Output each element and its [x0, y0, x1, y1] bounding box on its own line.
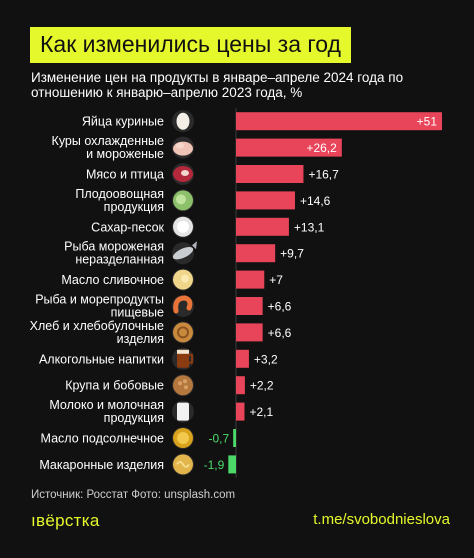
bar: [236, 402, 245, 421]
category-label: Плодоовощная продукция: [75, 187, 164, 214]
value-label: +6,6: [268, 326, 292, 340]
fish-icon: [172, 241, 197, 265]
category-label: Крупа и бобовые: [65, 379, 164, 393]
butter-icon: [172, 268, 194, 291]
category-label: Хлеб и хлебобулочные изделия: [30, 319, 164, 346]
channel-link[interactable]: t.me/svobodnieslova: [313, 511, 450, 528]
value-label: +2,1: [249, 405, 273, 419]
bar: [236, 270, 265, 289]
category-label: Алкогольные напитки: [39, 352, 164, 366]
bar: [236, 217, 289, 236]
category-label: Мясо и птица: [86, 168, 164, 182]
category-label: Масло подсолнечное: [41, 432, 165, 446]
grain-icon: [172, 374, 194, 397]
value-label: +9,7: [280, 247, 304, 261]
category-label: Яйца куриные: [82, 115, 164, 129]
bar: [236, 244, 276, 263]
oil-icon: [172, 427, 194, 449]
bar: [236, 165, 304, 183]
category-label: Сахар-песок: [91, 220, 164, 234]
brand-logo: ıвёрстка: [31, 511, 100, 530]
chicken-icon: [172, 136, 194, 159]
source-note: Источник: Росстат Фото: unsplash.com: [31, 489, 236, 501]
value-label: -1,9: [204, 458, 225, 472]
category-label: Рыба мороженая неразделанная: [64, 240, 164, 267]
value-label: +7: [269, 273, 283, 287]
bar: [236, 297, 263, 315]
page-title: Как изменились цены за год: [30, 27, 351, 63]
category-label: Макаронные изделия: [39, 458, 164, 472]
category-label: Куры охлажденные и мороженые: [52, 134, 165, 161]
value-label: +3,2: [254, 352, 278, 366]
value-label: +2,2: [250, 379, 274, 393]
category-label: Масло сливочное: [61, 273, 164, 287]
bar: [236, 191, 295, 210]
bar: [236, 138, 342, 157]
bar: [236, 376, 245, 395]
value-label: -0,7: [208, 432, 229, 446]
bread-icon: [172, 321, 194, 344]
bar: [228, 455, 236, 474]
chart-subtitle: Изменение цен на продукты в январе–апрел…: [31, 70, 404, 100]
value-label: +26,2: [306, 141, 337, 155]
shrimp-icon: [172, 295, 194, 317]
bar: [236, 323, 263, 342]
milk-icon: [172, 400, 194, 423]
value-label: +13,1: [294, 220, 325, 234]
value-label: +14,6: [300, 194, 331, 208]
bar: [236, 112, 442, 131]
category-label: Рыба и морепродукты пищевые: [35, 293, 164, 320]
bar: [233, 429, 236, 447]
bar: [236, 349, 249, 368]
sugar-icon: [172, 215, 194, 238]
value-label: +6,6: [268, 300, 292, 314]
beer-icon: [172, 347, 194, 370]
value-label: +51: [417, 115, 438, 129]
category-label: Молоко и молочная продукция: [49, 398, 164, 425]
cabbage-icon: [172, 189, 194, 212]
pasta-icon: [172, 453, 194, 476]
meat-icon: [172, 163, 194, 185]
egg-icon: [172, 110, 194, 133]
value-label: +16,7: [308, 168, 339, 182]
